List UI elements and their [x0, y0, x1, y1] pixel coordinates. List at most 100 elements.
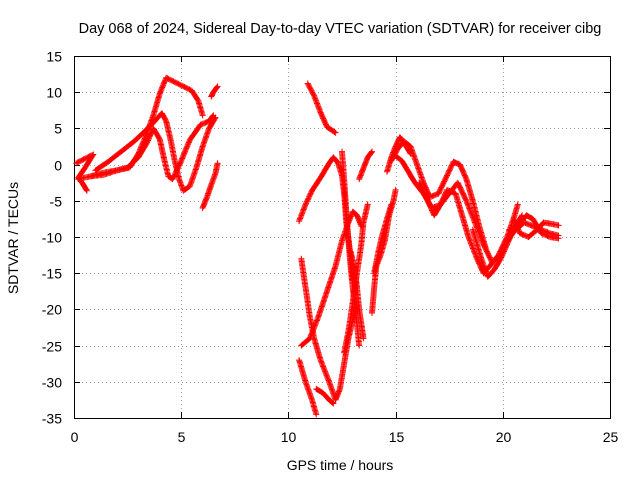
data-point	[313, 386, 325, 396]
data-point	[141, 120, 156, 135]
data-point	[504, 227, 518, 244]
data-point	[529, 215, 544, 236]
y-tick-label: 0	[54, 158, 62, 174]
data-point	[452, 190, 465, 217]
data-point	[332, 129, 339, 136]
data-point	[392, 152, 404, 164]
data-point	[514, 213, 529, 230]
data-point	[178, 138, 193, 164]
x-axis-label: GPS time / hours	[287, 457, 394, 473]
data-point	[75, 173, 93, 183]
data-point	[339, 148, 347, 181]
data-point	[469, 226, 480, 246]
data-point	[431, 202, 443, 219]
data-point	[343, 208, 352, 243]
y-tick-label: -20	[42, 302, 62, 318]
series-track-l	[313, 386, 337, 407]
data-point	[302, 284, 313, 319]
data-point	[150, 125, 163, 142]
data-point	[379, 217, 390, 237]
x-tick-label: 25	[603, 429, 619, 445]
data-point	[364, 201, 371, 208]
series-track-o	[347, 248, 367, 342]
data-point	[214, 160, 221, 167]
data-point	[131, 129, 147, 145]
y-tick-label: -5	[50, 194, 63, 210]
data-point	[444, 186, 458, 196]
series-track-e	[199, 160, 221, 211]
data-point	[167, 136, 178, 163]
data-point	[188, 87, 201, 103]
data-point	[302, 188, 315, 208]
y-axis-label: SDTVAR / TECUs	[5, 182, 21, 294]
data-point	[347, 248, 358, 272]
data-point	[199, 195, 210, 211]
y-tick-label: 10	[46, 85, 62, 101]
data-point	[324, 264, 339, 295]
series-track-f	[208, 83, 221, 100]
data-point	[214, 83, 221, 90]
data-point	[336, 362, 347, 392]
data-point	[186, 166, 199, 190]
data-point	[401, 138, 413, 149]
data-point	[463, 197, 478, 225]
data-point	[118, 139, 136, 155]
data-point	[435, 173, 450, 197]
data-point	[161, 155, 171, 178]
data-point	[317, 357, 332, 384]
data-point	[480, 241, 495, 265]
data-point	[484, 267, 497, 280]
data-point	[555, 222, 562, 229]
series-track-d	[88, 112, 217, 183]
series-track-r	[371, 201, 395, 277]
data-point	[506, 223, 520, 233]
data-point	[311, 92, 324, 115]
chart-title: Day 068 of 2024, Sidereal Day-to-day VTE…	[79, 21, 602, 37]
data-point	[135, 141, 150, 161]
data-point	[163, 118, 174, 141]
data-point	[414, 161, 426, 185]
data-point	[199, 126, 212, 150]
data-point	[82, 151, 97, 171]
data-point	[384, 202, 394, 222]
series-track-z	[506, 212, 562, 242]
data-point	[309, 396, 319, 417]
data-point	[416, 179, 431, 203]
data-point	[375, 231, 386, 255]
data-point	[199, 112, 206, 119]
data-point	[420, 179, 433, 199]
series-track-p	[356, 148, 375, 183]
data-point	[186, 122, 203, 143]
data-point	[88, 169, 106, 180]
data-point	[73, 156, 87, 167]
y-tick-label: 5	[54, 121, 62, 137]
data-point	[459, 212, 472, 239]
y-tick-label: 15	[46, 49, 62, 65]
y-tick-label: -15	[42, 266, 62, 282]
data-point	[311, 335, 324, 362]
data-point	[317, 161, 332, 181]
data-point	[296, 357, 309, 384]
data-point	[334, 159, 345, 178]
data-point	[471, 219, 486, 246]
x-tick-label: 20	[496, 429, 512, 445]
axis-ticks: 0 5 10 15 20 25 -35 -30 -25 -20 -15 -10 -5 0 5 10 15	[42, 49, 619, 446]
data-point	[193, 144, 206, 172]
data-point	[330, 400, 337, 407]
x-tick-label: 5	[178, 429, 186, 445]
data-point	[195, 97, 206, 118]
data-point	[405, 168, 418, 185]
y-tick-label: -35	[42, 411, 62, 427]
data-point	[180, 83, 194, 94]
data-points	[73, 74, 562, 418]
series-track-c	[92, 110, 219, 194]
data-point	[456, 161, 469, 181]
data-point	[319, 389, 332, 402]
data-point	[101, 167, 119, 176]
data-point	[156, 75, 169, 97]
data-point	[203, 183, 214, 201]
data-point	[150, 91, 163, 119]
data-point	[444, 160, 456, 179]
data-point	[298, 336, 312, 349]
